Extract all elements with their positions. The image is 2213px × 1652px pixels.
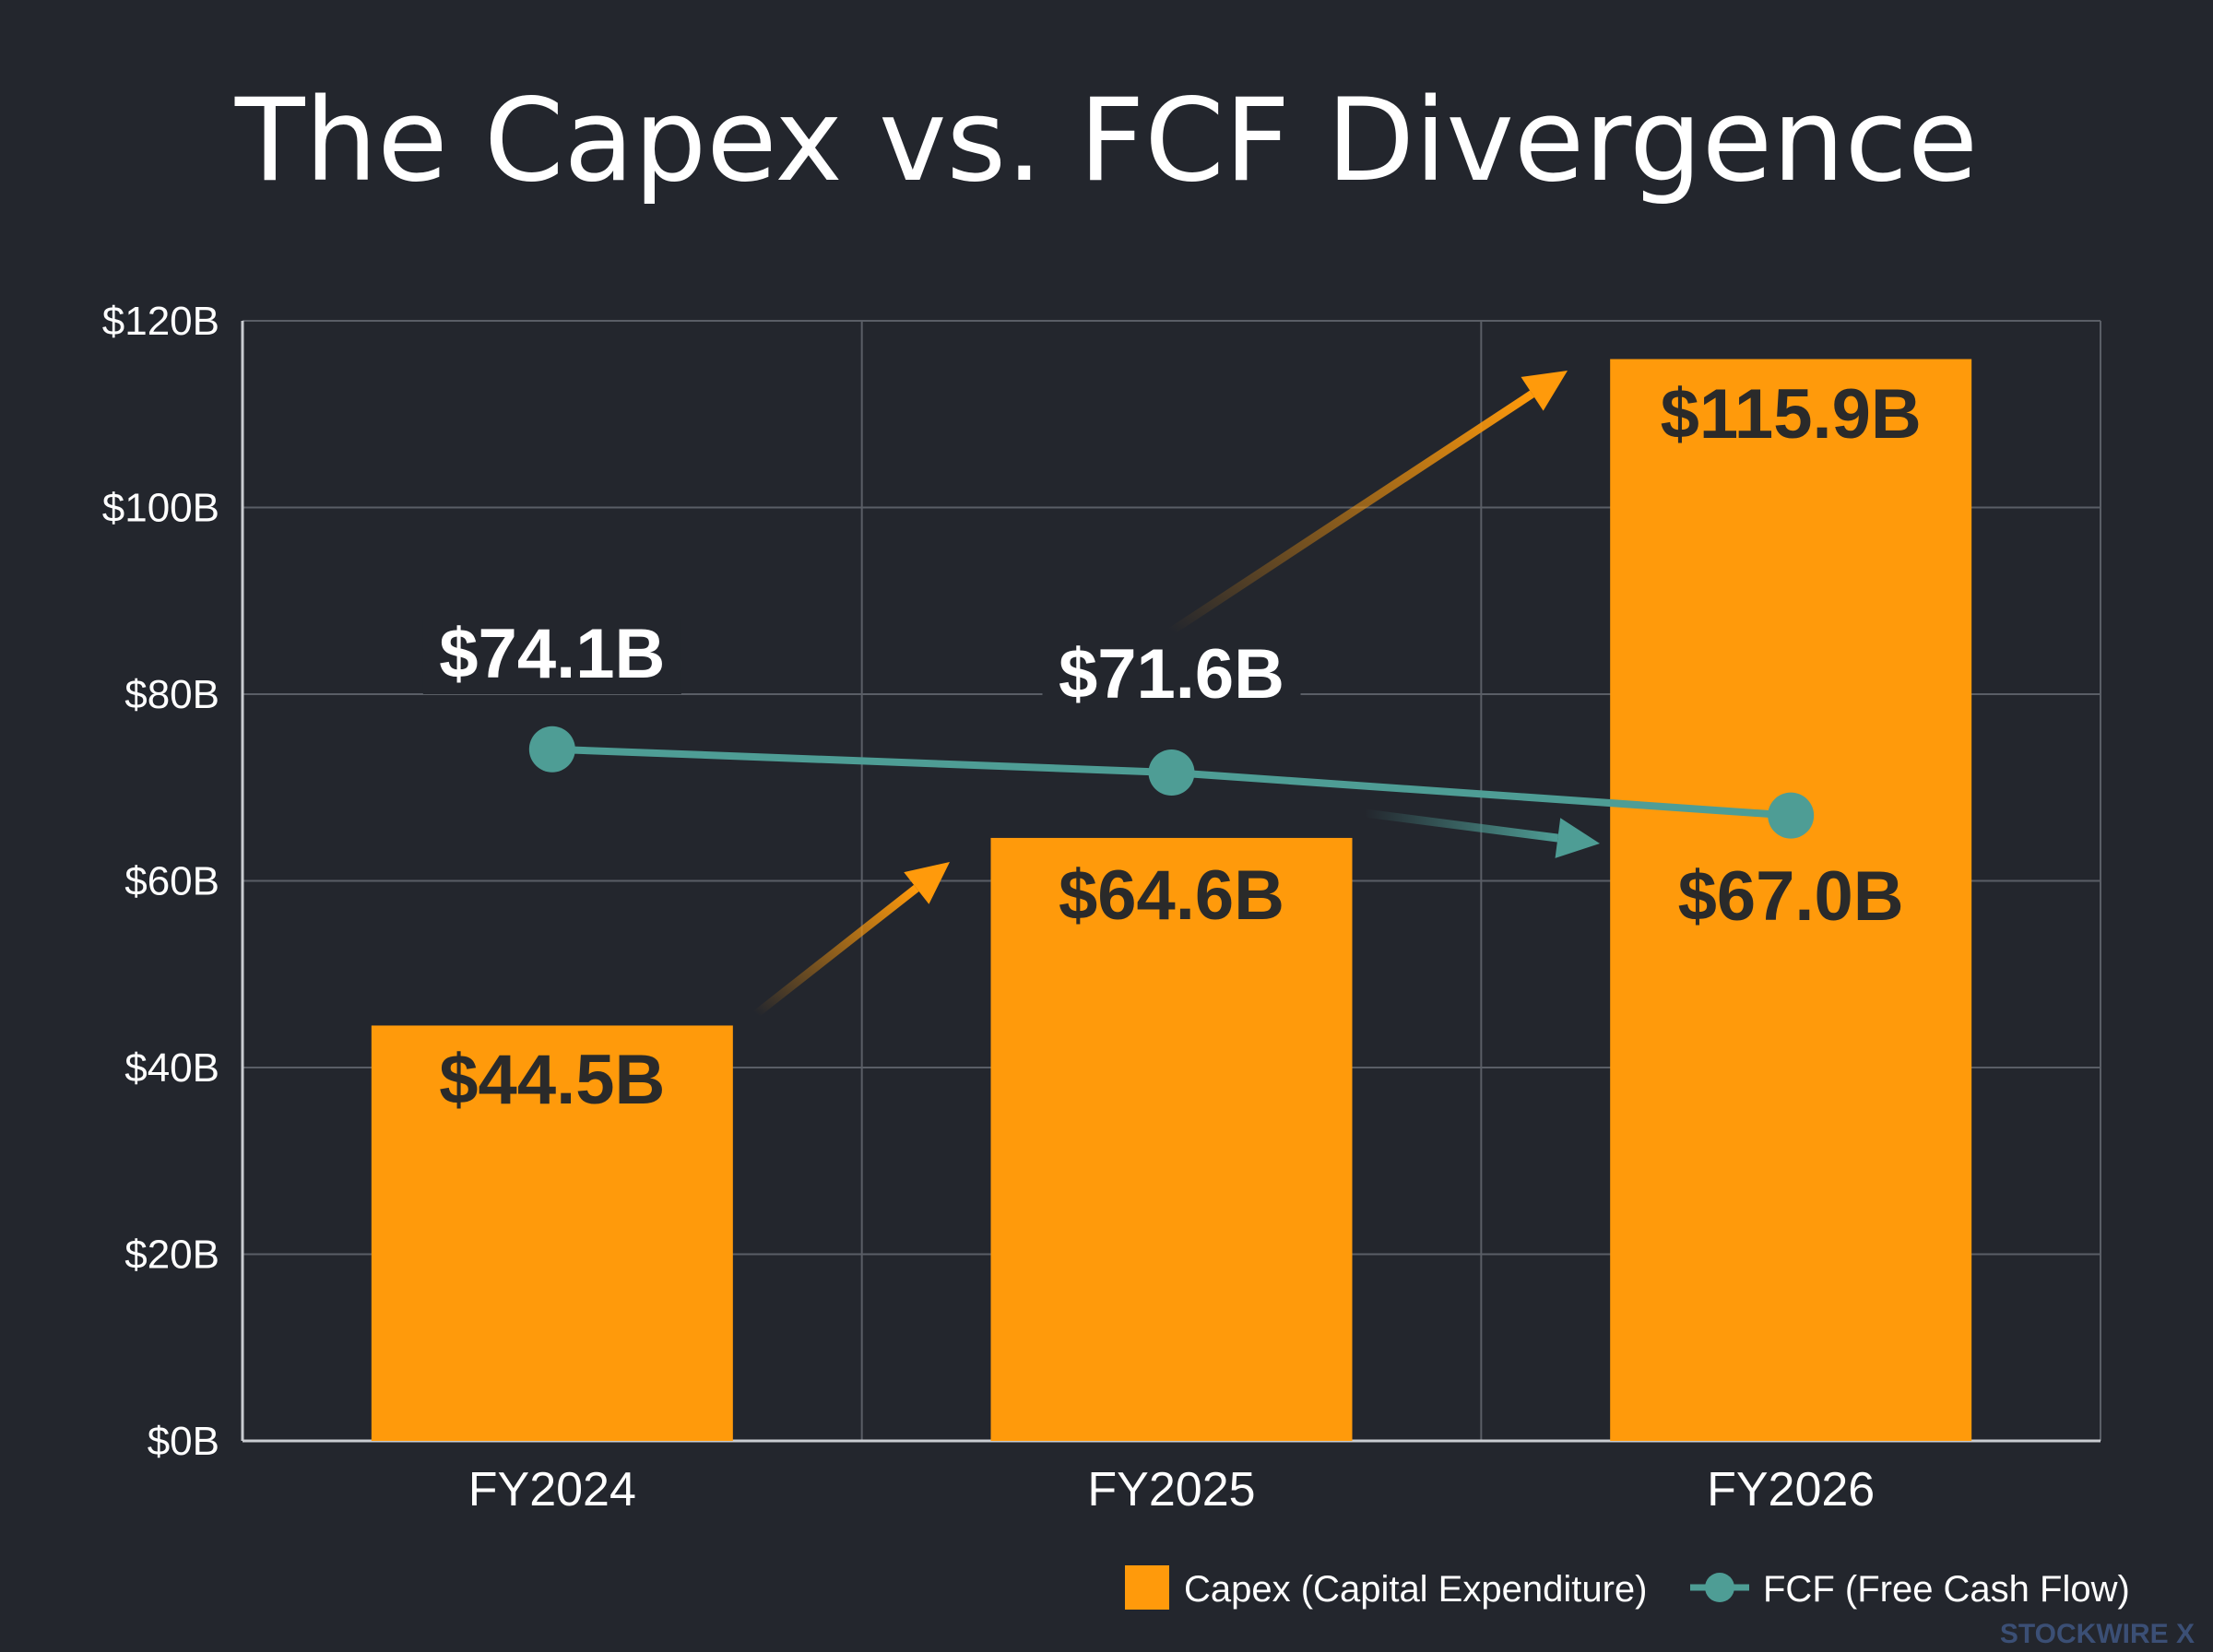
trend-arrows: [753, 371, 1600, 1018]
fcf-point: [1768, 792, 1815, 839]
y-tick-label: $80B: [124, 672, 219, 717]
arrow-shaft: [753, 884, 919, 1018]
y-tick-label: $100B: [102, 486, 219, 531]
fcf-line: [528, 726, 1815, 839]
fcf-point: [1148, 749, 1195, 796]
fcf-value-label: $71.6B: [1059, 635, 1284, 714]
capex-growth-arrow-2: [1168, 371, 1568, 635]
y-tick-label: $40B: [124, 1045, 219, 1091]
capex-value-label: $64.6B: [1059, 856, 1284, 935]
capex-value-label: $115.9B: [1661, 375, 1922, 454]
fcf-value-label: $67.0B: [1678, 857, 1904, 936]
arrow-head: [1521, 371, 1568, 411]
capex-value-label: $44.5B: [439, 1041, 665, 1119]
capex-growth-arrow-1: [753, 862, 950, 1018]
fcf-label-backdrop: [1042, 639, 1301, 714]
legend-capex-label: Capex (Capital Expenditure): [1184, 1569, 1647, 1610]
capex-bar: [990, 837, 1353, 1441]
legend-capex-swatch: [1125, 1565, 1169, 1610]
x-tick-label: FY2024: [468, 1463, 636, 1516]
fcf-point: [528, 726, 575, 773]
y-tick-label: $20B: [124, 1233, 219, 1278]
capex-bar: [1610, 359, 1972, 1442]
data-labels: $44.5B $64.6B $115.9B $74.1B $71.6B $67.0B: [422, 375, 1922, 1119]
chart-title: The Capex vs. FCF Divergence: [234, 75, 1978, 207]
arrow-head: [1555, 818, 1600, 858]
watermark: STOCKWIRE X: [2000, 1619, 2195, 1649]
fcf-label-backdrop: [422, 619, 681, 694]
capex-bars: [371, 359, 1972, 1442]
arrow-shaft: [1364, 808, 1558, 843]
legend-fcf-marker: [1705, 1573, 1734, 1602]
fcf-decline-arrow: [1364, 808, 1600, 858]
arrow-shaft: [1168, 390, 1535, 635]
y-tick-label: $60B: [124, 859, 219, 904]
y-tick-label: $120B: [102, 299, 219, 344]
x-tick-label: FY2025: [1087, 1463, 1255, 1516]
y-tick-label: $0B: [148, 1419, 219, 1464]
legend-fcf-label: FCF (Free Cash Flow): [1763, 1569, 2130, 1610]
fcf-value-label: $74.1B: [439, 615, 665, 693]
x-tick-label: FY2026: [1707, 1463, 1875, 1516]
arrow-head: [904, 862, 950, 904]
legend: Capex (Capital Expenditure) FCF (Free Cas…: [1125, 1565, 2130, 1610]
axes: $0B $20B $40B $60B $80B $100B $120B FY2024 FY202…: [102, 299, 2101, 1516]
capex-bar: [371, 1025, 733, 1441]
